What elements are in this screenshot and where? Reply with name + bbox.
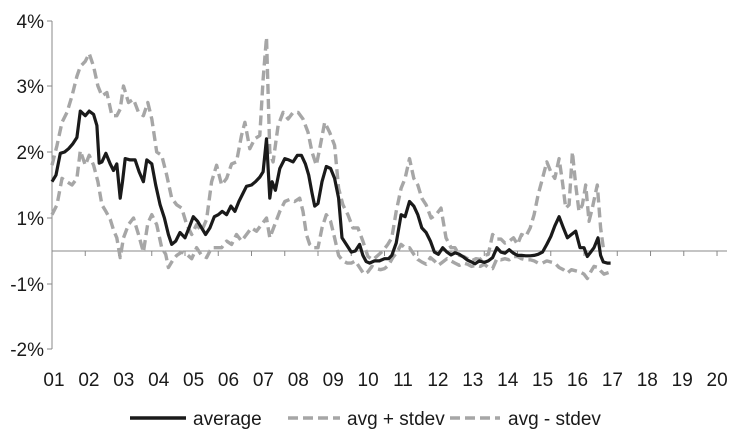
x-tick-label: 16 bbox=[567, 370, 588, 391]
x-tick-label: 20 bbox=[707, 370, 728, 391]
x-axis: 01 02 03 04 05 06 07 08 09 10 11 12 13 14 15 16 17 18 19 20 bbox=[43, 250, 728, 391]
series-line-avg-stdev bbox=[50, 149, 612, 281]
y-tick-label: 1% bbox=[17, 209, 45, 230]
x-tick-label: 09 bbox=[323, 370, 344, 391]
series-line-avg-stdev bbox=[50, 35, 608, 263]
y-tick-label: 3% bbox=[17, 77, 45, 98]
legend-label: average bbox=[193, 409, 262, 430]
x-tick-label: 03 bbox=[113, 370, 134, 391]
legend: average avg + stdev avg - stdev bbox=[130, 409, 601, 430]
x-tick-label: 18 bbox=[637, 370, 658, 391]
x-tick-label: 12 bbox=[427, 370, 448, 391]
y-tick-label: 2% bbox=[17, 143, 45, 164]
x-tick-label: 19 bbox=[672, 370, 693, 391]
x-tick-label: 07 bbox=[253, 370, 274, 391]
x-tick-label: 01 bbox=[43, 370, 64, 391]
y-tick-label: 4% bbox=[17, 12, 45, 33]
x-tick-label: 14 bbox=[497, 370, 519, 391]
x-tick-label: 05 bbox=[183, 370, 204, 391]
series-line-average bbox=[50, 109, 611, 266]
x-tick-label: 11 bbox=[393, 370, 413, 391]
x-tick-label: 02 bbox=[78, 370, 99, 391]
x-tick-label: 13 bbox=[462, 370, 483, 391]
x-tick-label: 10 bbox=[358, 370, 379, 391]
series-layer bbox=[50, 35, 612, 281]
y-axis: -2% -1% 1% 2% 3% 4% bbox=[10, 12, 53, 361]
x-tick-label: 08 bbox=[288, 370, 309, 391]
legend-label: avg + stdev bbox=[347, 409, 445, 430]
legend-label: avg - stdev bbox=[508, 409, 601, 430]
y-tick-label: -2% bbox=[10, 340, 44, 361]
x-tick-label: 04 bbox=[148, 370, 170, 391]
x-tick-label: 17 bbox=[602, 370, 623, 391]
x-tick-label: 06 bbox=[218, 370, 239, 391]
y-tick-label: -1% bbox=[10, 275, 44, 296]
x-tick-label: 15 bbox=[532, 370, 553, 391]
